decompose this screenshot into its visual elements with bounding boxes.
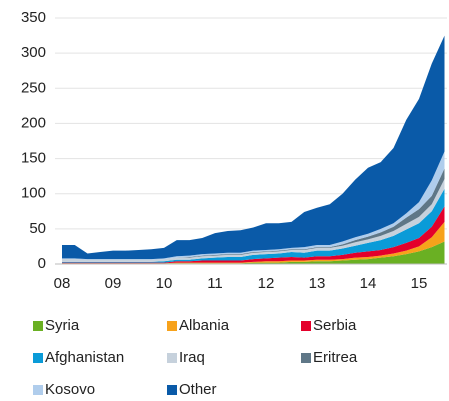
y-tick-label: 200 [21,114,46,131]
legend-swatch [33,353,43,363]
legend-swatch [167,321,177,331]
y-tick-label: 100 [21,185,46,202]
legend-swatch [167,385,177,395]
legend-swatch [33,321,43,331]
legend-label: Other [179,381,217,398]
x-tick-label: 12 [258,275,275,292]
x-tick-label: 15 [411,275,428,292]
area [62,35,445,260]
legend-label: Albania [179,317,230,334]
y-tick-label: 0 [38,255,46,272]
legend-label: Kosovo [45,381,95,398]
y-tick-label: 150 [21,150,46,167]
legend-swatch [301,321,311,331]
x-tick-label: 14 [360,275,377,292]
legend-label: Syria [45,317,80,334]
y-tick-label: 250 [21,79,46,96]
legend-swatch [167,353,177,363]
y-tick-label: 350 [21,9,46,26]
x-tick-label: 08 [54,275,71,292]
x-tick-label: 10 [156,275,173,292]
legend-swatch [33,385,43,395]
y-tick-label: 300 [21,44,46,61]
legend-label: Serbia [313,317,357,334]
legend-label: Iraq [179,349,205,366]
y-tick-label: 50 [29,220,46,237]
legend-swatch [301,353,311,363]
x-tick-label: 09 [105,275,122,292]
x-tick-label: 11 [207,275,223,292]
x-tick-label: 13 [309,275,326,292]
legend-label: Eritrea [313,349,358,366]
area [62,241,445,264]
legend-label: Afghanistan [45,349,124,366]
